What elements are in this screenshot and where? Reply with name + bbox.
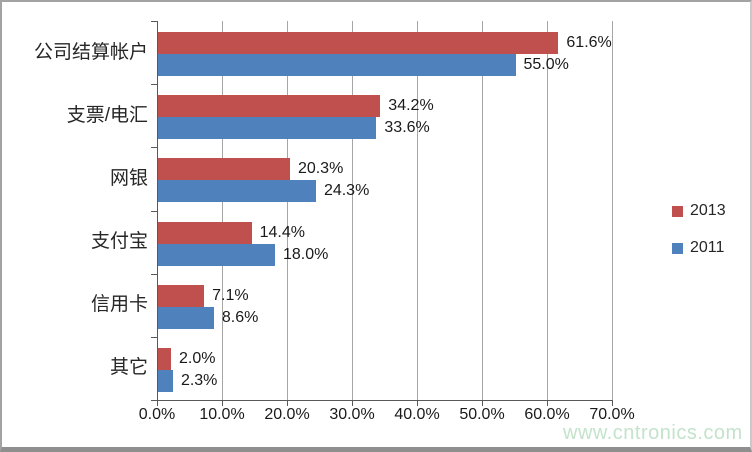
value-label-2011: 33.6% xyxy=(384,119,430,137)
x-axis-tick xyxy=(352,400,353,406)
bar-2011 xyxy=(158,369,173,392)
gridline xyxy=(612,21,613,400)
category-label: 信用卡 xyxy=(90,294,148,316)
bar-2011 xyxy=(158,180,316,203)
y-axis-tick xyxy=(151,147,157,149)
y-axis-tick xyxy=(151,84,157,86)
x-tick-label: 40.0% xyxy=(394,406,440,423)
bar-2011 xyxy=(158,243,275,266)
bar-2013 xyxy=(158,95,381,118)
value-label-2011: 18.0% xyxy=(283,245,329,263)
x-tick-label: 70.0% xyxy=(589,406,635,423)
y-axis-tick xyxy=(151,273,157,275)
bar-2011 xyxy=(158,117,377,140)
bar-2013 xyxy=(158,221,252,244)
y-axis-tick xyxy=(151,336,157,338)
x-tick-label: 60.0% xyxy=(524,406,570,423)
x-tick-label: 0.0% xyxy=(138,406,176,423)
x-tick-label: 50.0% xyxy=(459,406,505,423)
bar-2011 xyxy=(158,54,516,76)
value-label-2013: 7.1% xyxy=(212,286,249,304)
y-axis-tick xyxy=(151,210,157,212)
x-axis-tick xyxy=(547,400,548,406)
gridline xyxy=(482,21,483,400)
x-axis-tick xyxy=(612,400,613,406)
x-tick-label: 20.0% xyxy=(264,406,310,423)
value-label-2011: 2.3% xyxy=(180,371,218,389)
legend-item-2011: 2011 xyxy=(672,238,724,258)
value-label-2013: 14.4% xyxy=(259,223,305,241)
x-axis-tick xyxy=(482,400,483,406)
legend-label-2013: 2013 xyxy=(690,202,726,219)
value-label-2013: 20.3% xyxy=(297,160,344,178)
value-label-2013: 34.2% xyxy=(388,97,434,115)
legend-label-2011: 2011 xyxy=(690,239,725,256)
value-label-2011: 8.6% xyxy=(221,308,259,326)
gridline xyxy=(417,21,418,400)
watermark: www.cntronics.com xyxy=(563,422,743,444)
x-tick-label: 10.0% xyxy=(199,406,245,423)
category-label: 支付宝 xyxy=(90,231,148,253)
y-axis-tick xyxy=(151,400,157,401)
category-label: 其它 xyxy=(109,357,148,379)
value-label-2011: 55.0% xyxy=(523,56,569,73)
bar-2011 xyxy=(158,306,214,329)
x-axis-tick xyxy=(417,400,418,406)
x-axis-tick xyxy=(222,400,223,406)
bar-2013 xyxy=(158,347,171,370)
x-tick-label: 30.0% xyxy=(329,406,375,423)
legend-swatch-2013 xyxy=(672,205,683,217)
gridline xyxy=(287,21,288,400)
y-axis xyxy=(157,21,158,400)
gridline xyxy=(547,21,548,400)
category-label: 支票/电汇 xyxy=(66,104,148,126)
category-label: 网银 xyxy=(109,167,148,189)
bar-2013 xyxy=(158,32,559,54)
category-label: 公司结算帐户 xyxy=(33,41,148,63)
bar-2013 xyxy=(158,158,290,181)
value-label-2013: 61.6% xyxy=(566,34,612,51)
x-axis-tick xyxy=(287,400,288,406)
value-label-2013: 2.0% xyxy=(179,349,216,367)
legend-swatch-2011 xyxy=(672,242,683,254)
x-axis xyxy=(157,400,612,401)
value-label-2011: 24.3% xyxy=(323,182,370,200)
bar-2013 xyxy=(158,284,205,307)
gridline xyxy=(352,21,353,400)
legend-item-2013: 2013 xyxy=(672,201,726,221)
gridline xyxy=(222,21,223,400)
y-axis-tick xyxy=(151,21,157,22)
x-axis-tick xyxy=(157,400,158,406)
